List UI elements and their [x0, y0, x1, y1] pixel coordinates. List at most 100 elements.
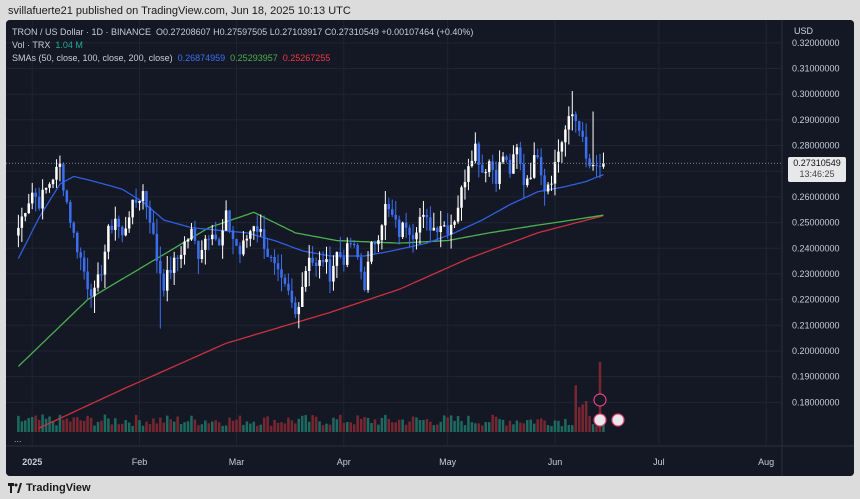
volume-bar [186, 421, 190, 432]
volume-bar [148, 424, 152, 432]
candle-body [131, 199, 134, 218]
volume-bar [584, 400, 588, 432]
volume-bar [242, 424, 245, 432]
flag-marker-icon[interactable] [611, 413, 625, 427]
candle-body [363, 271, 366, 290]
legend-sma50: 0.26874959 [177, 53, 226, 63]
volume-bar [290, 420, 294, 432]
volume-bar [325, 423, 328, 432]
volume-bar [453, 420, 456, 432]
volume-bar [373, 419, 377, 432]
event-marker-icon[interactable] [593, 393, 607, 407]
volume-bar [159, 417, 162, 432]
candle-body [574, 114, 577, 122]
volume-bar [550, 426, 553, 432]
volume-bar [481, 425, 484, 432]
candle-body [501, 156, 505, 163]
indicator-more[interactable]: ... [14, 434, 22, 444]
legend-volume-row[interactable]: Vol · TRX 1.04 M [12, 39, 473, 52]
x-tick-label: Jun [548, 457, 563, 467]
volume-bar [339, 414, 342, 432]
flag-marker-icon[interactable] [593, 413, 607, 427]
candle-body [356, 245, 359, 258]
volume-bar [114, 418, 117, 432]
candle-body [117, 218, 121, 227]
volume-bar [145, 421, 148, 432]
volume-bar [65, 418, 69, 432]
legend-close: C0.27310549 [324, 27, 379, 37]
volume-bar [176, 416, 179, 432]
candle-body [391, 209, 394, 215]
candle-body [539, 157, 543, 176]
legend-open: O0.27208607 [156, 27, 211, 37]
candle-body [221, 230, 224, 246]
price-chart[interactable]: 0.32000000 0.31000000 0.30000000 0.29000000… [6, 20, 854, 476]
volume-bar [131, 425, 134, 432]
volume-bar [591, 424, 595, 432]
legend-vol-value: 1.04 M [55, 40, 83, 50]
volume-bar [456, 416, 460, 432]
volume-bar [249, 423, 252, 432]
volume-bar [577, 407, 581, 432]
volume-bar [297, 418, 301, 432]
footer-brand: TradingView [26, 482, 91, 494]
candle-body [311, 257, 314, 263]
candle-body [508, 159, 512, 174]
candle-body [120, 226, 124, 236]
volume-bar [93, 425, 96, 432]
volume-bar [103, 414, 107, 432]
candle-body [564, 129, 567, 143]
volume-bar [252, 421, 256, 432]
candle-body [349, 243, 352, 245]
volume-bar [404, 424, 408, 432]
candle-body [474, 143, 477, 161]
volume-bar [546, 425, 550, 432]
volume-bar [560, 426, 564, 432]
candle-body [553, 161, 557, 184]
volume-bar [432, 425, 436, 432]
currency-label[interactable]: USD [794, 26, 814, 36]
volume-bar [505, 425, 508, 432]
candle-body [571, 114, 574, 117]
volume-bar [190, 415, 193, 432]
volume-bar [124, 420, 127, 432]
candle-body [446, 225, 449, 235]
candle-body [373, 242, 377, 245]
volume-bar [442, 415, 446, 432]
y-tick-label: 0.21000000 [792, 320, 840, 330]
volume-bar [571, 425, 574, 432]
published-header: svillafuerte21 published on TradingView.… [0, 0, 860, 22]
legend-vol-label: Vol · TRX [12, 40, 51, 50]
candle-body [380, 225, 384, 241]
candle-body [332, 265, 335, 282]
volume-bar [117, 424, 121, 432]
volume-bar [522, 423, 526, 432]
candle-body [595, 164, 598, 166]
volume-bar [363, 416, 366, 432]
volume-bar [62, 419, 65, 432]
volume-bar [169, 419, 172, 432]
candle-body [124, 228, 127, 236]
candle-body [280, 269, 283, 278]
legend-symbol[interactable]: TRON / US Dollar · 1D · BINANCE [12, 27, 152, 37]
volume-bar [294, 423, 297, 432]
candle-body [269, 256, 273, 258]
volume-bar [221, 425, 224, 432]
legend-sma100: 0.25293957 [230, 53, 278, 63]
volume-bar [543, 420, 546, 432]
candle-body [359, 257, 363, 272]
volume-bar [467, 415, 470, 432]
volume-bar [141, 425, 145, 432]
volume-bar [422, 420, 425, 432]
volume-bar [391, 422, 394, 432]
candle-body [24, 213, 27, 217]
volume-bar [134, 414, 138, 432]
volume-bar [484, 422, 487, 432]
chart-panel[interactable]: 0.32000000 0.31000000 0.30000000 0.29000000… [6, 20, 854, 476]
volume-bar [595, 426, 598, 432]
volume-bar [415, 417, 418, 432]
legend-sma-row[interactable]: SMAs (50, close, 100, close, 200, close)… [12, 52, 473, 65]
candle-body [512, 154, 515, 174]
volume-bar [107, 418, 110, 432]
